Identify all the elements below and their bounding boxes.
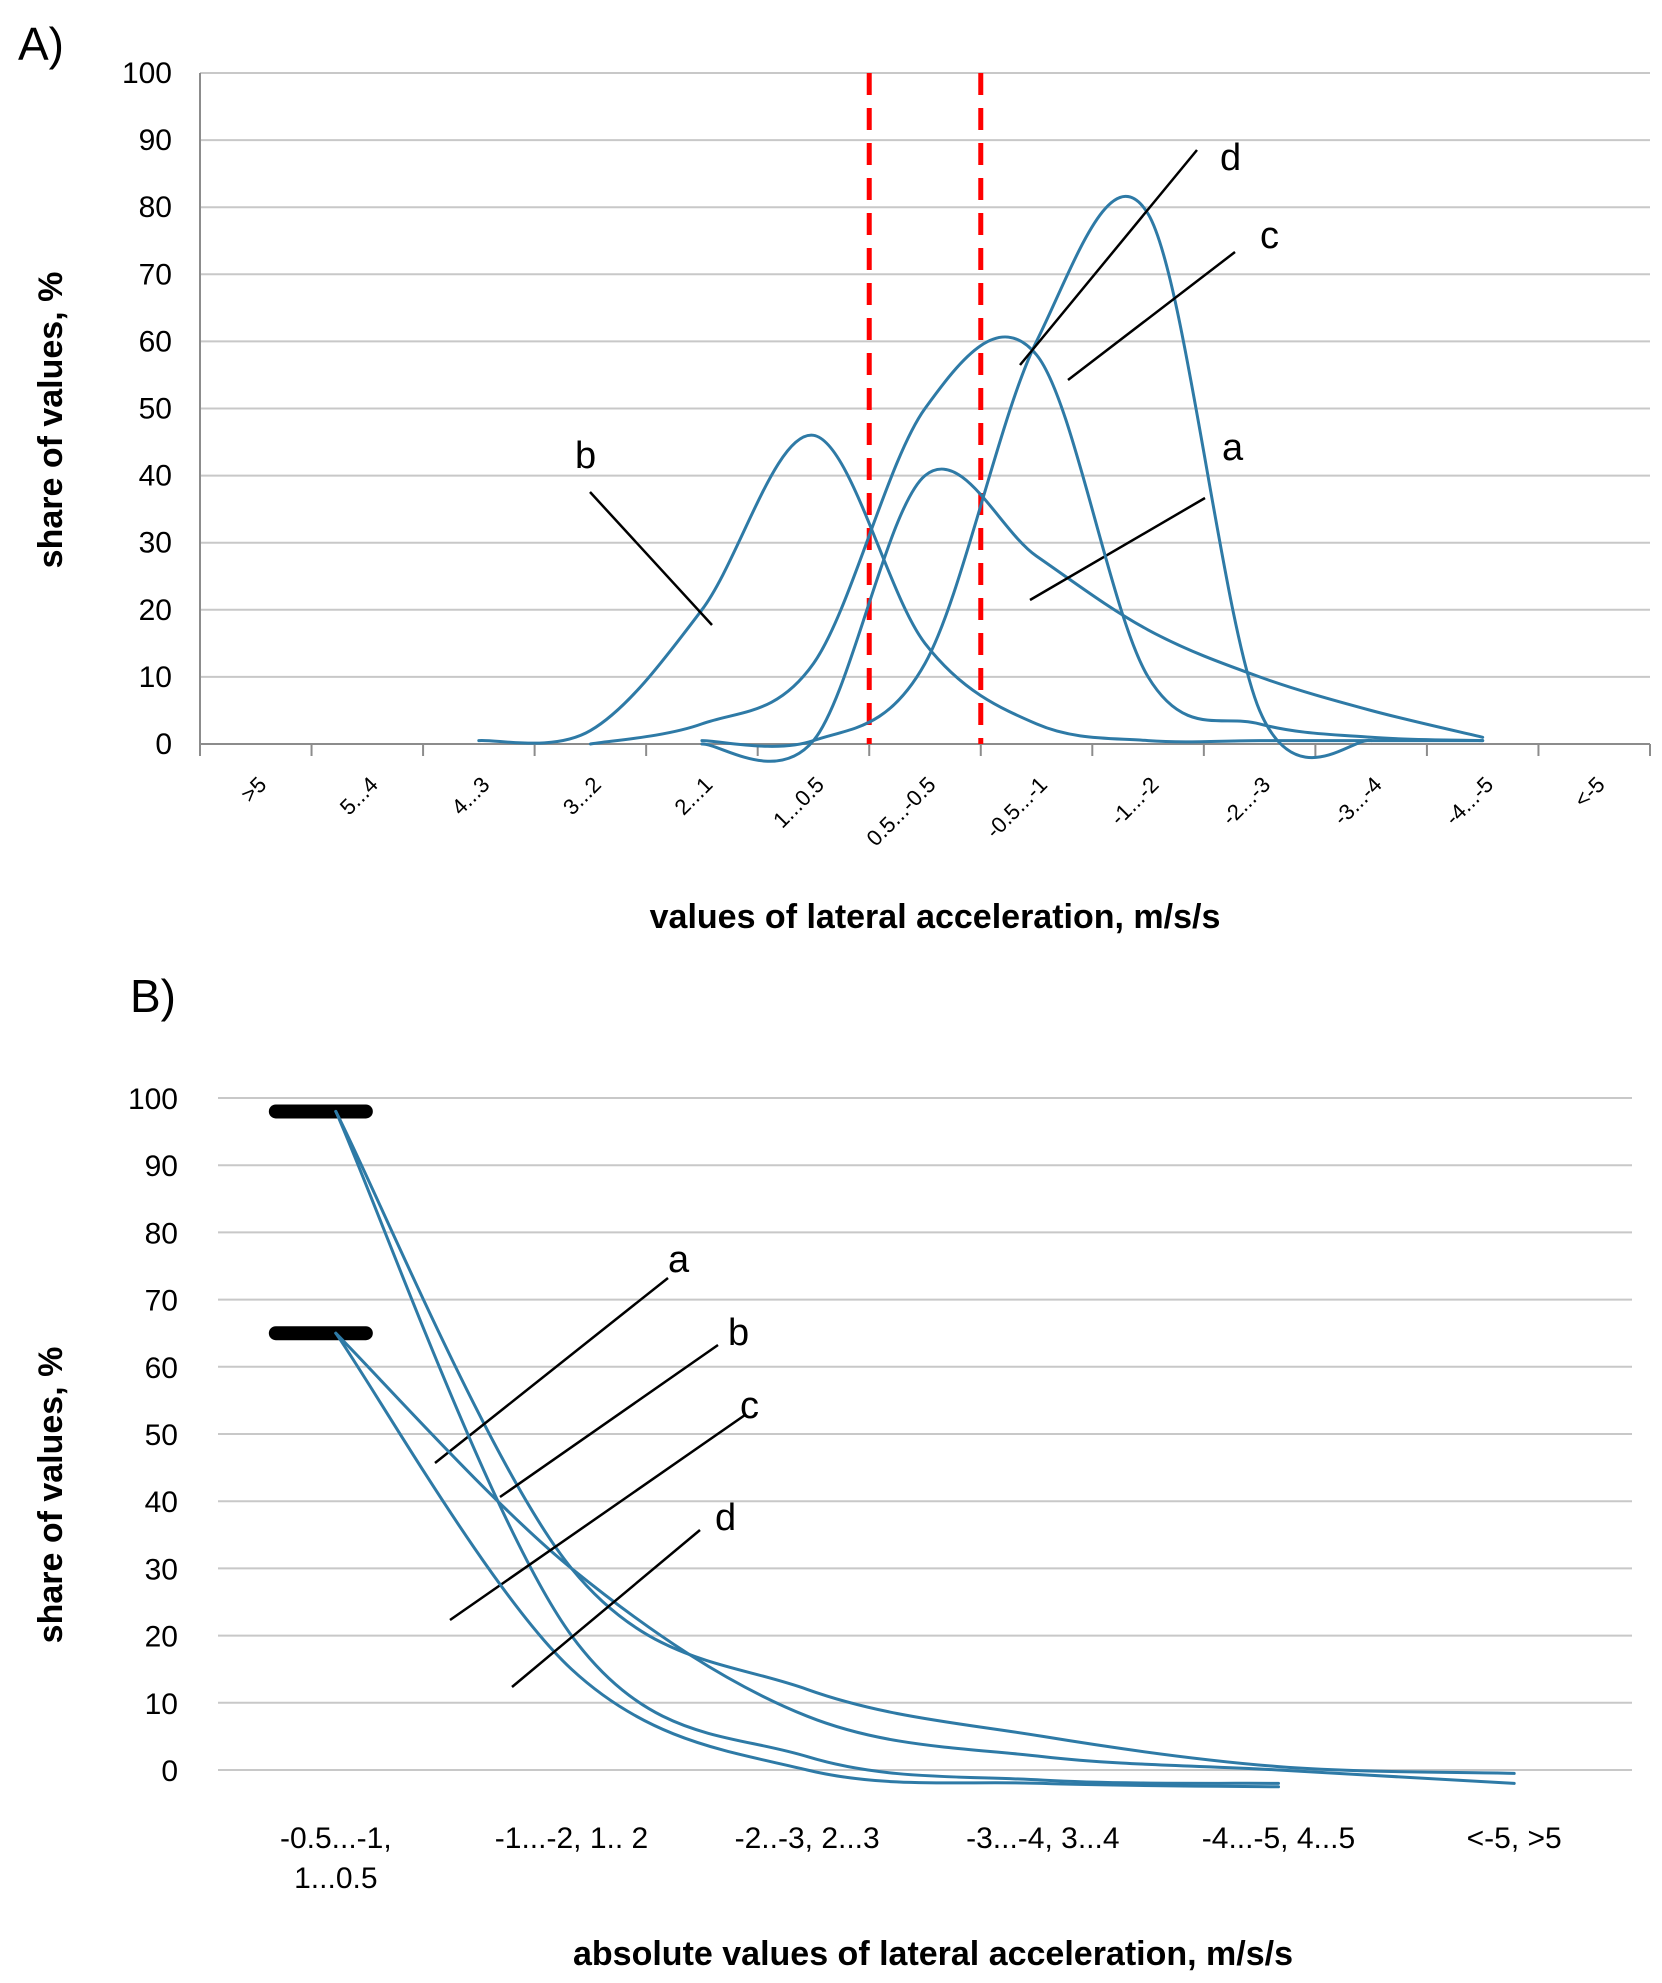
chart-a-ytick-label: 80 — [139, 191, 172, 224]
chart-a-series-a — [700, 467, 1485, 763]
chart-a-ytick-label: 20 — [139, 594, 172, 627]
panel-label-a: A) — [18, 18, 64, 70]
chart-a-ytick-label: 40 — [139, 460, 172, 493]
chart-a-xtick-label: 3...2 — [558, 772, 606, 820]
chart-b-ytick-label: 20 — [145, 1621, 178, 1654]
chart-b-series-c — [334, 1109, 1280, 1785]
chart-b-ytick-label: 60 — [145, 1352, 178, 1385]
chart-b-leader-a — [434, 1277, 669, 1464]
chart-a-leader-c — [1067, 251, 1236, 381]
chart-a-leader-a — [1029, 496, 1206, 602]
chart-b-ytick-label: 30 — [145, 1553, 178, 1586]
chart-a-leader-d — [1019, 149, 1198, 366]
chart-b-xlabel: absolute values of lateral acceleration,… — [573, 1935, 1293, 1973]
chart-b-xtick-label: -4...-5, 4...5 — [1202, 1822, 1355, 1855]
chart-a-xtick-label: -4...-5 — [1440, 772, 1498, 830]
chart-b-series-d — [334, 1331, 1280, 1789]
chart-b-ytick-label: 90 — [145, 1150, 178, 1183]
chart-b-curve-label-b: b — [728, 1312, 749, 1354]
chart-a-xtick-label: 2...1 — [670, 772, 718, 820]
chart-a-curve-label-b: b — [575, 435, 596, 477]
chart-b-curve-label-d: d — [715, 1497, 736, 1539]
chart-b-ytick-label: 10 — [145, 1688, 178, 1721]
chart-b-series-b — [334, 1331, 1516, 1785]
chart-b-xtick-label: -1...-2, 1.. 2 — [495, 1822, 648, 1855]
chart-a-ytick-label: 60 — [139, 325, 172, 358]
chart-b-series-a — [334, 1109, 1516, 1775]
chart-a-series-d — [588, 335, 1485, 746]
chart-a-xtick-label: -3...-4 — [1328, 772, 1386, 830]
chart-b-leader-c — [449, 1413, 746, 1622]
chart-a-ytick-label: 70 — [139, 258, 172, 291]
chart-a-ytick-label: 100 — [122, 57, 172, 90]
chart-b-ytick-label: 0 — [161, 1755, 178, 1788]
chart-b-ytick-label: 70 — [145, 1285, 178, 1318]
chart-b-curve-label-c: c — [740, 1385, 759, 1427]
chart-a-xtick-label: 5...4 — [335, 772, 383, 820]
chart-a-xtick-label: -0.5...-1 — [981, 772, 1052, 843]
chart-a-xlabel: values of lateral acceleration, m/s/s — [650, 898, 1221, 936]
chart-a-xtick-label: 4...3 — [446, 772, 494, 820]
chart-a-curve-label-a: a — [1222, 427, 1244, 469]
chart-a-xtick-label: -1...-2 — [1105, 772, 1163, 830]
chart-a-ytick-label: 10 — [139, 661, 172, 694]
chart-a-ytick-label: 30 — [139, 527, 172, 560]
chart-b-ytick-label: 40 — [145, 1486, 178, 1519]
chart-b-curve-label-a: a — [668, 1239, 690, 1281]
chart-a-curve-label-c: c — [1260, 215, 1279, 257]
chart-a-xtick-label: 0.5...-0.5 — [861, 772, 940, 851]
chart-b-ytick-label: 100 — [128, 1083, 178, 1116]
chart-b-leader-d — [511, 1529, 701, 1688]
chart-b-xtick-label: -0.5...-1, — [280, 1822, 392, 1855]
chart-a: 0 10 20 30 40 50 60 70 80 90 100 >5 5...4 4...3 3...2 2… — [122, 57, 1651, 851]
chart-a-xtick-label: -2...-3 — [1217, 772, 1275, 830]
chart-a-xtick-label: >5 — [236, 772, 271, 807]
chart-a-ytick-label: 50 — [139, 393, 172, 426]
chart-a-ylabel: share of values, % — [32, 272, 70, 569]
chart-b-xtick-label: -3...-4, 3...4 — [966, 1822, 1119, 1855]
panel-label-b: B) — [130, 970, 176, 1022]
chart-b-xtick-label: 1...0.5 — [294, 1862, 377, 1895]
chart-b: 0 10 20 30 40 50 60 70 80 90 100 -0.5...-1, 1...0.5 -… — [128, 1083, 1632, 1895]
chart-b-ytick-label: 80 — [145, 1217, 178, 1250]
chart-a-series-b — [477, 433, 1485, 745]
chart-b-ytick-label: 50 — [145, 1419, 178, 1452]
chart-a-ytick-label: 90 — [139, 124, 172, 157]
chart-a-ytick-label: 0 — [155, 728, 172, 761]
chart-b-ylabel: share of values, % — [32, 1347, 70, 1644]
chart-b-xtick-label: <-5, >5 — [1467, 1822, 1562, 1855]
chart-b-leader-b — [499, 1343, 719, 1499]
chart-a-xtick-label: <-5 — [1569, 772, 1610, 813]
chart-a-curve-label-d: d — [1220, 137, 1241, 179]
chart-b-xtick-label: -2..-3, 2...3 — [735, 1822, 880, 1855]
chart-a-xtick-label: 1...0.5 — [768, 772, 829, 833]
chart-a-series-c — [700, 195, 1373, 760]
chart-a-leader-b — [589, 491, 713, 626]
